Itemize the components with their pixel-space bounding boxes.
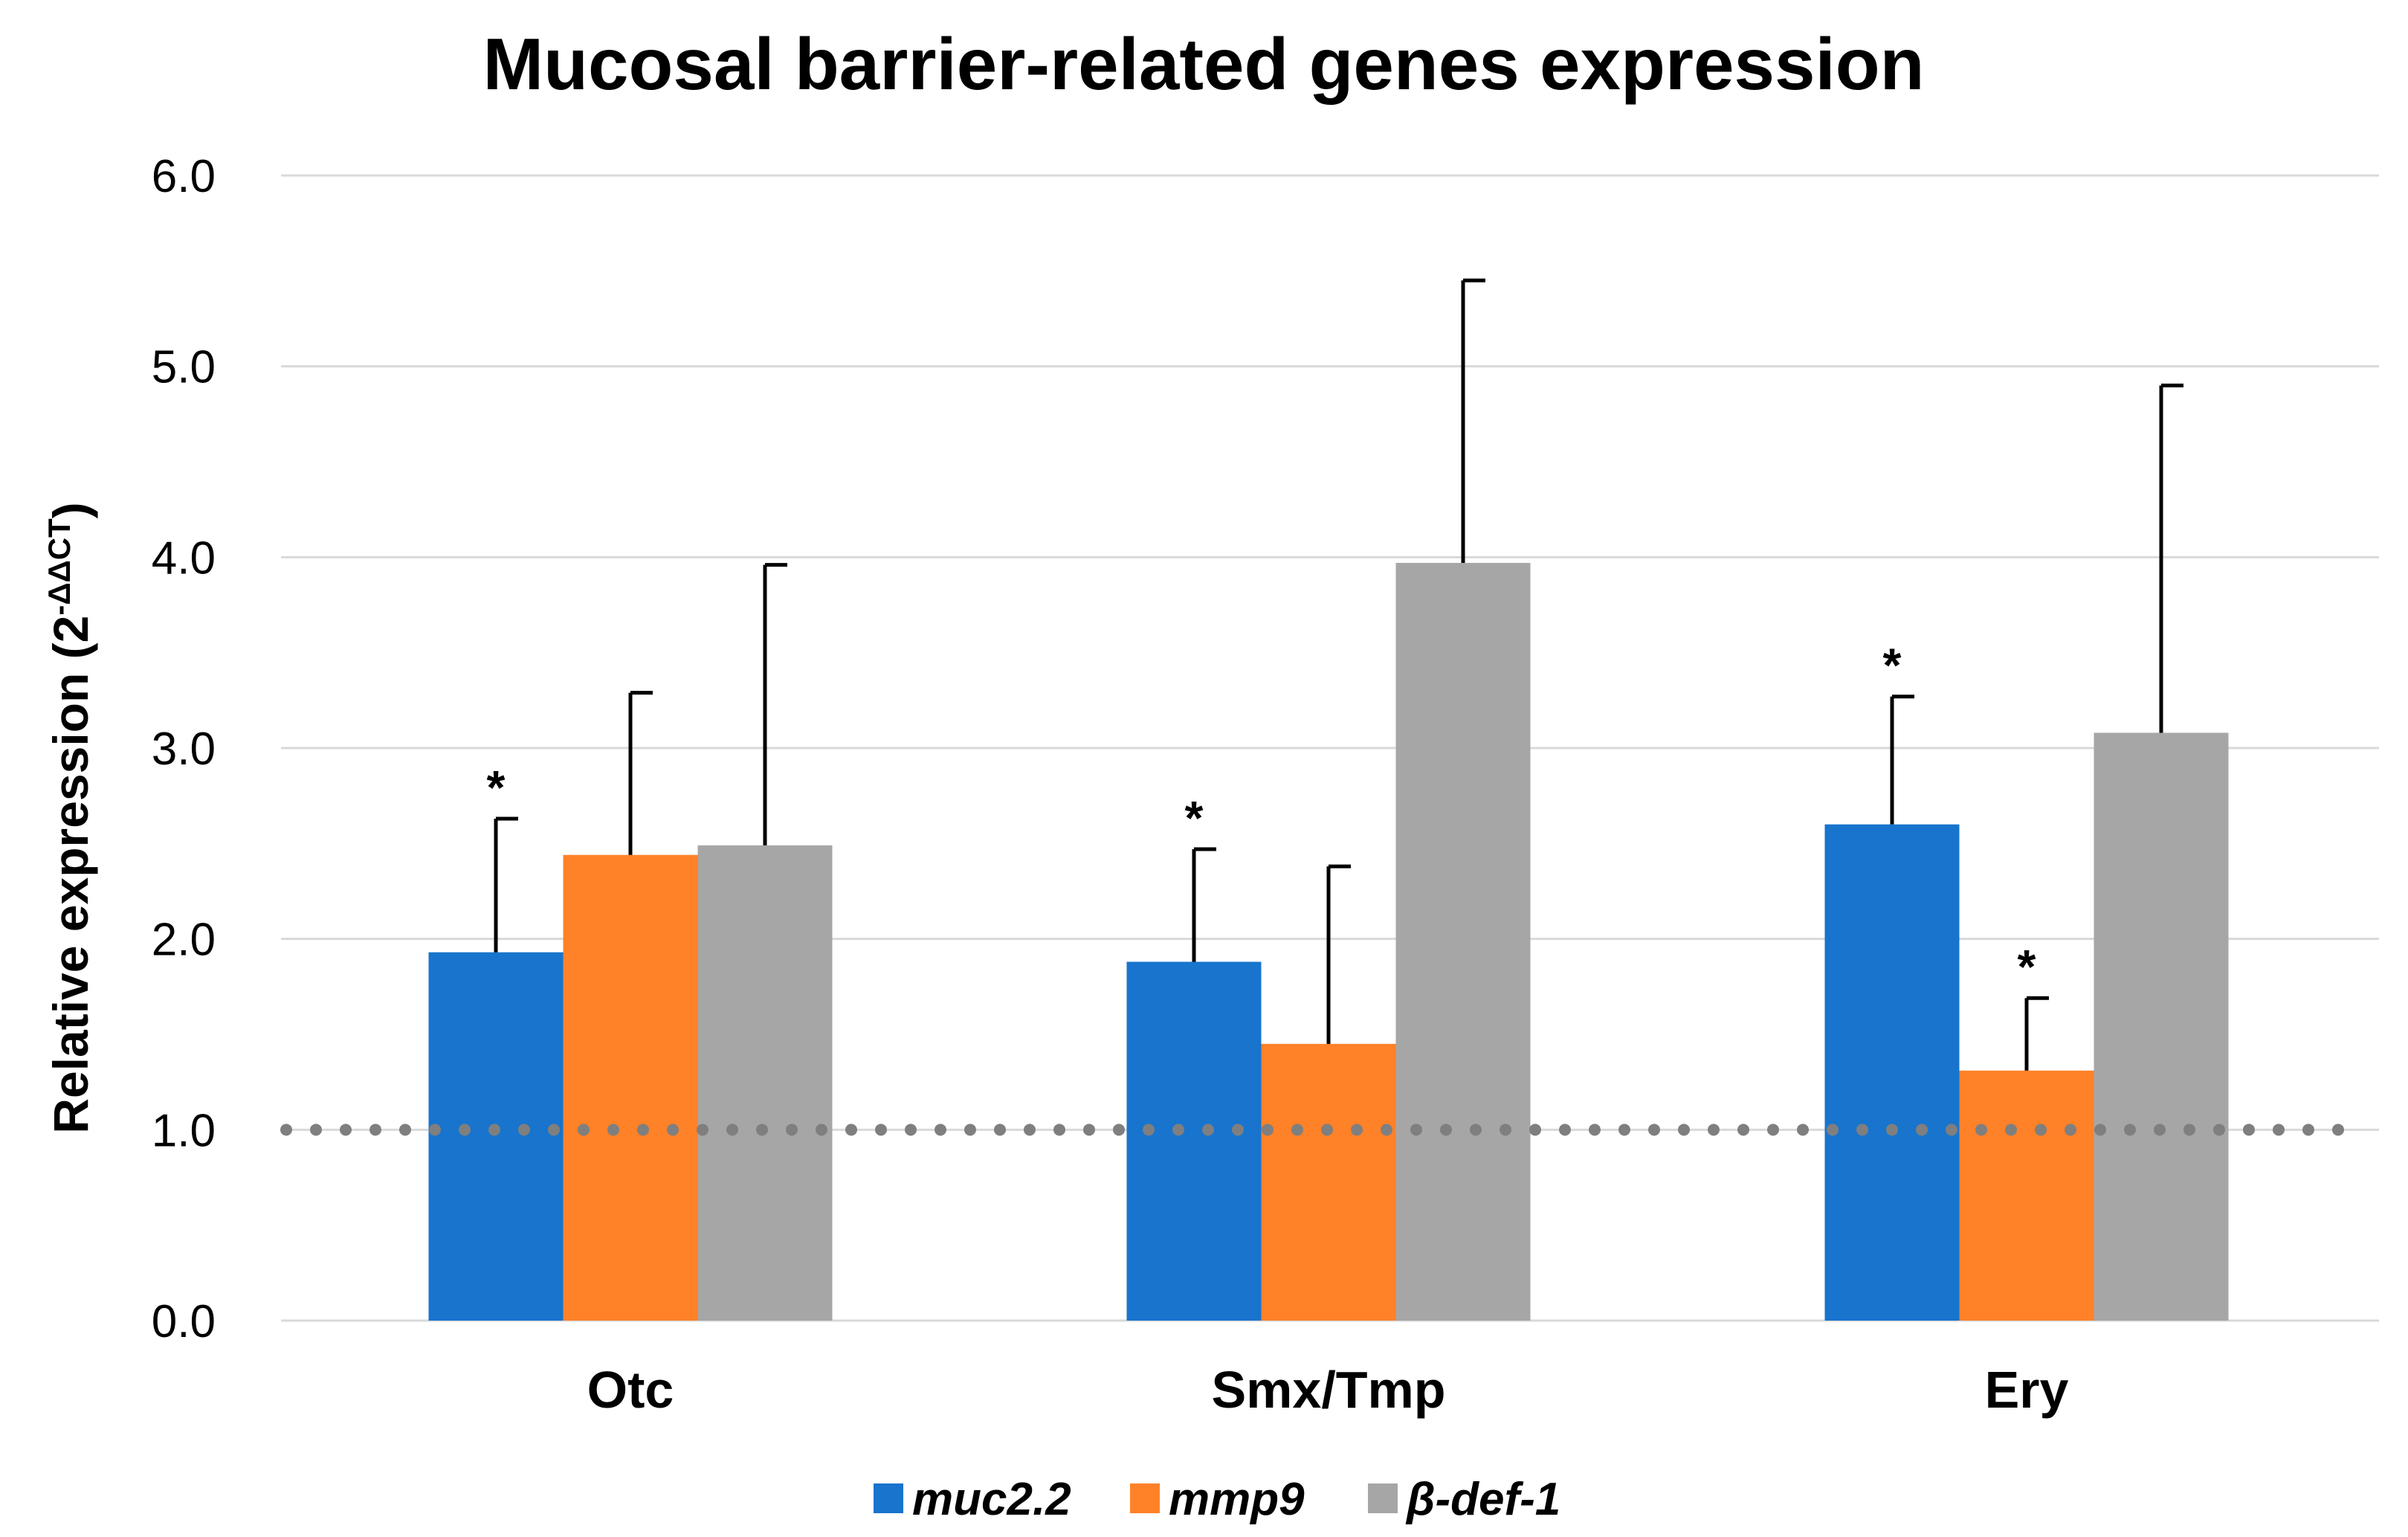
- x-category-label: Ery: [1985, 1361, 2069, 1419]
- legend: muc2.2 mmp9 β-def-1: [874, 1474, 1560, 1525]
- significance-star: *: [2018, 940, 2036, 993]
- x-category-labels: Otc Smx/Tmp Ery: [587, 1361, 2069, 1419]
- legend-label: muc2.2: [912, 1474, 1071, 1525]
- error-bars: [494, 278, 2183, 1071]
- bar-muc2-2-otc: [428, 952, 564, 1321]
- legend-label: mmp9: [1169, 1474, 1305, 1525]
- y-axis-label: Relative expression (2-ΔΔCT): [42, 502, 98, 1133]
- bar-muc2-2-smx-tmp: [1126, 961, 1262, 1321]
- significance-star: *: [1883, 639, 1902, 692]
- y-tick-label: 1.0: [152, 1105, 216, 1156]
- bar-mmp9-smx-tmp: [1261, 1043, 1396, 1321]
- y-axis-label-main: Relative expression (2: [43, 616, 98, 1134]
- y-axis-label-close: ): [43, 502, 98, 518]
- legend-swatch: [1368, 1483, 1398, 1513]
- bar--def-1-smx-tmp: [1395, 563, 1531, 1321]
- significance-star: *: [1185, 791, 1204, 845]
- y-tick-label: 4.0: [152, 532, 216, 584]
- bar-mmp9-otc: [563, 854, 698, 1321]
- y-tick-label: 0.0: [152, 1296, 216, 1347]
- y-axis-label-superscript: -ΔΔCT: [42, 518, 77, 616]
- chart-title: Mucosal barrier-related genes expression: [483, 23, 1925, 105]
- significance-star: *: [487, 761, 506, 814]
- x-category-label: Smx/Tmp: [1211, 1361, 1445, 1419]
- y-tick-labels: 0.0 1.0 2.0 3.0 4.0 5.0 6.0: [152, 151, 216, 1347]
- y-tick-label: 2.0: [152, 915, 216, 966]
- legend-swatch: [874, 1483, 903, 1513]
- x-category-label: Otc: [587, 1361, 674, 1419]
- bars: [428, 563, 2229, 1321]
- bar-muc2-2-ery: [1824, 824, 1960, 1321]
- y-tick-label: 3.0: [152, 724, 216, 775]
- legend-label: β-def-1: [1405, 1474, 1560, 1525]
- y-tick-label: 5.0: [152, 342, 216, 393]
- legend-swatch: [1130, 1483, 1160, 1513]
- significance-markers: * * * *: [487, 639, 2036, 994]
- bar-mmp9-ery: [1959, 1070, 2094, 1321]
- bar--def-1-otc: [697, 845, 833, 1321]
- y-tick-label: 6.0: [152, 151, 216, 202]
- bar--def-1-ery: [2094, 732, 2229, 1321]
